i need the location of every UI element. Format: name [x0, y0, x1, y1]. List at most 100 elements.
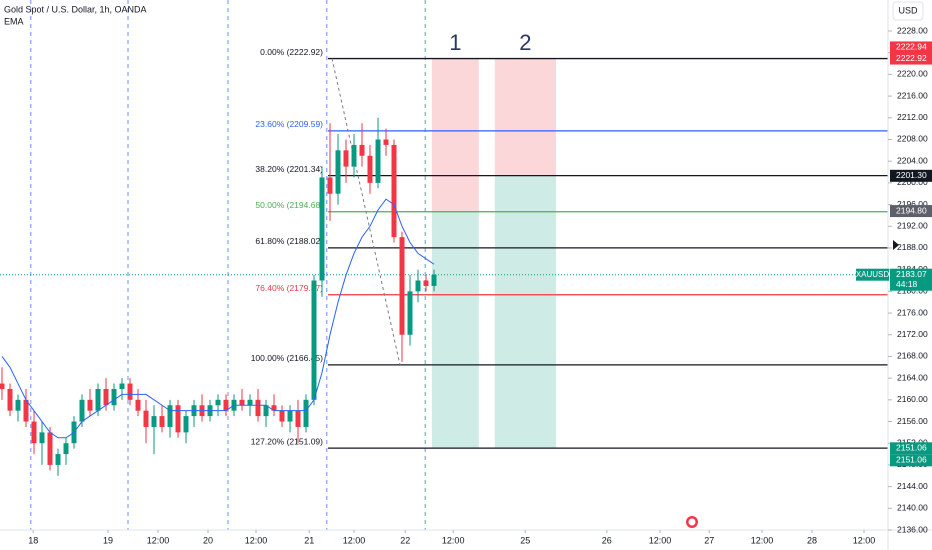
candle-body — [391, 144, 397, 238]
y-tick-label: 2136.00 — [897, 524, 928, 534]
candle-body — [255, 399, 261, 417]
y-tick-label: 2200.00 — [897, 177, 928, 187]
candle-body — [239, 399, 245, 406]
fib-trend — [331, 58, 401, 365]
candle-body — [87, 399, 93, 411]
risk-zone — [494, 58, 556, 176]
y-tick-label: 2140.00 — [897, 503, 928, 513]
x-tick-label: 20 — [203, 535, 213, 545]
x-tick-label: 12:00 — [751, 535, 774, 545]
x-tick-label: 12:00 — [147, 535, 170, 545]
reward-zone — [494, 175, 556, 449]
candle-body — [375, 139, 381, 183]
event-flag-inner — [688, 518, 696, 526]
fib-label: 0.00% (2222.92) — [260, 47, 323, 57]
x-tick-label: 12:00 — [343, 535, 366, 545]
y-tick-label: 2212.00 — [897, 112, 928, 122]
x-tick-label: 25 — [520, 535, 530, 545]
fib-label: 38.20% (2201.34) — [255, 164, 323, 174]
candle-body — [79, 399, 85, 422]
candle-body — [0, 383, 5, 389]
candle-body — [215, 399, 221, 406]
price-tag-label: 2183.07 — [896, 269, 927, 279]
currency-button[interactable] — [892, 1, 924, 21]
currency-label[interactable]: USD — [898, 5, 918, 15]
candle-body — [383, 139, 389, 145]
x-tick-label: 22 — [400, 535, 410, 545]
y-tick-label: 2216.00 — [897, 90, 928, 100]
candle-body — [295, 410, 301, 427]
risk-zone — [432, 58, 479, 212]
y-tick-label: 2220.00 — [897, 69, 928, 79]
y-tick-label: 2204.00 — [897, 155, 928, 165]
y-tick-label: 2168.00 — [897, 351, 928, 361]
price-tag — [890, 454, 932, 467]
y-tick-label: 2228.00 — [897, 25, 928, 35]
candle-body — [183, 416, 189, 433]
x-tick-label: 19 — [103, 535, 113, 545]
countdown-label: 44:18 — [896, 279, 918, 289]
candle-body — [431, 274, 437, 286]
candle-body — [311, 280, 317, 400]
plot-area: 1 2 0.00% (2222.92) 23.60% (2209.59) 38.20% … — [0, 0, 888, 530]
candle-body — [319, 177, 325, 281]
x-tick-label: 18 — [28, 535, 38, 545]
y-tick-label: 2196.00 — [897, 199, 928, 209]
price-tag-label: 2222.94 — [896, 42, 927, 52]
price-tag-label: 2194.80 — [896, 205, 927, 215]
x-tick-label: 21 — [304, 535, 314, 545]
fib-label: 61.80% (2188.02) — [255, 236, 323, 246]
y-tick-label: 2192.00 — [897, 221, 928, 231]
candle-body — [31, 421, 37, 444]
candle-body — [359, 144, 365, 156]
candle-body — [343, 150, 349, 167]
price-tag — [890, 169, 932, 182]
zone-label: 2 — [519, 30, 531, 55]
candle-body — [407, 291, 413, 335]
fib-label: 100.00% (2166.45) — [251, 353, 323, 363]
x-tick-label: 12:00 — [442, 535, 465, 545]
scroll-arrow[interactable] — [893, 240, 899, 250]
candle-body — [111, 388, 117, 406]
candle-body — [279, 410, 285, 422]
symbol-tag — [856, 268, 889, 281]
y-tick-label: 2160.00 — [897, 394, 928, 404]
candle-body — [135, 399, 141, 411]
candle-body — [159, 416, 165, 427]
x-tick-label: 28 — [807, 535, 817, 545]
reward-zone — [432, 211, 479, 449]
candle-body — [175, 405, 181, 433]
symbol-title: Gold Spot / U.S. Dollar, 1h, OANDA — [4, 4, 147, 14]
price-tag — [890, 442, 932, 455]
y-tick-label: 2188.00 — [897, 242, 928, 252]
candle-body — [271, 405, 277, 411]
candle-body — [247, 399, 253, 406]
candle-body — [327, 177, 333, 194]
candle-body — [23, 399, 29, 422]
price-tag — [890, 52, 932, 65]
fib-label: 127.20% (2151.09) — [251, 436, 323, 446]
x-tick-label: 26 — [602, 535, 612, 545]
x-tick-label: 12:00 — [649, 535, 672, 545]
price-tag — [890, 41, 932, 54]
y-tick-label: 2208.00 — [897, 134, 928, 144]
candle-body — [119, 383, 125, 389]
y-tick-label: 2172.00 — [897, 329, 928, 339]
candle-body — [415, 280, 421, 292]
price-tag-label: 2222.92 — [896, 53, 927, 63]
candle-body — [143, 410, 149, 427]
candle-body — [39, 432, 45, 444]
x-tick-label: 27 — [704, 535, 714, 545]
price-tag — [890, 205, 932, 218]
candle-body — [351, 144, 357, 167]
price-tag-label: 2151.06 — [896, 455, 927, 465]
candle-body — [223, 399, 229, 411]
ema-line — [1, 198, 435, 439]
candle-body — [7, 388, 13, 411]
y-tick-label: 2144.00 — [897, 481, 928, 491]
candle-body — [63, 443, 69, 455]
candle-body — [15, 399, 21, 411]
y-tick-label: 2176.00 — [897, 307, 928, 317]
price-tag-label: 2151.06 — [896, 443, 927, 453]
